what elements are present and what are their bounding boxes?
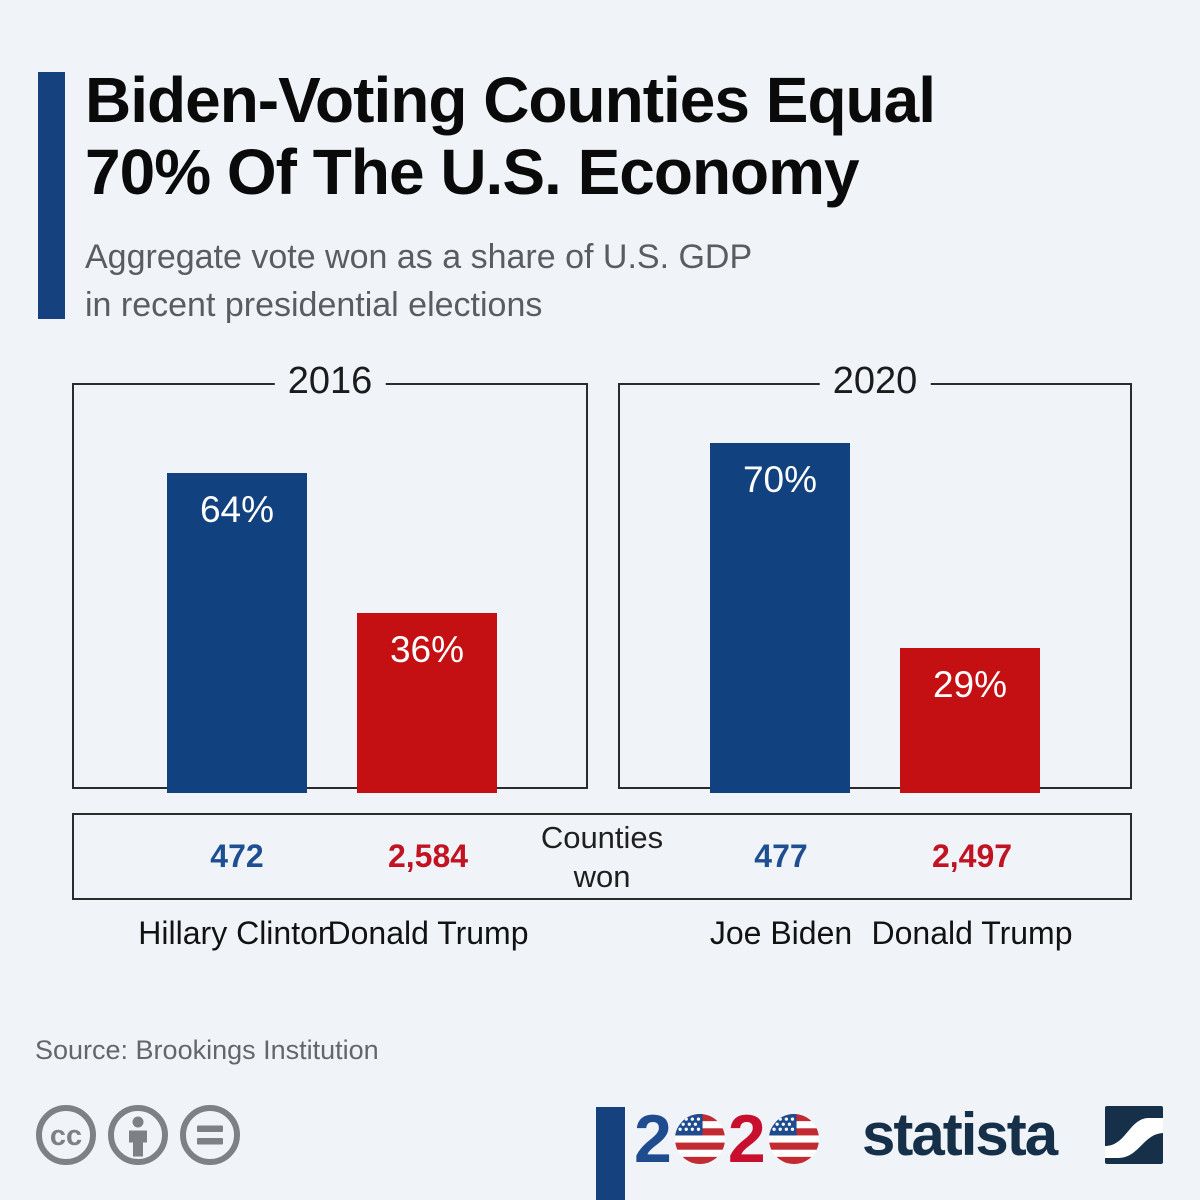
title-line-1: Biden-Voting Counties Equal <box>85 64 936 136</box>
subtitle-line-2: in recent presidential elections <box>85 286 543 324</box>
counties-2020-biden: 477 <box>754 838 808 874</box>
attribution-person-icon <box>108 1105 168 1165</box>
bar-2020-biden-value: 70% <box>742 459 818 500</box>
counties-won-label: Counties won <box>540 820 664 894</box>
counties-won-box <box>72 813 1132 900</box>
panel-2016: 2016 64% 36% <box>72 360 588 793</box>
cc-icon: cc <box>36 1105 96 1165</box>
candidate-joe-biden: Joe Biden <box>709 915 853 951</box>
bar-2016-trump-value: 36% <box>389 629 465 670</box>
counties-2016-trump: 2,584 <box>387 838 469 874</box>
bar-2016-clinton: 64% <box>167 473 307 793</box>
candidate-hillary-clinton: Hillary Clinton <box>138 915 336 951</box>
panel-2020-year-label: 2020 <box>819 360 931 404</box>
subtitle-line-1: Aggregate vote won as a share of U.S. GD… <box>85 238 753 276</box>
footer-accent-bar <box>596 1107 625 1200</box>
svg-text:cc: cc <box>50 1120 82 1152</box>
flag-zero-icon <box>674 1114 725 1164</box>
bar-2016-clinton-value: 64% <box>199 489 275 530</box>
panel-2020: 2020 70% 29% <box>618 360 1132 793</box>
bar-2016-trump: 36% <box>357 613 497 793</box>
candidate-donald-trump-2020: Donald Trump <box>871 915 1073 951</box>
page-title: Biden-Voting Counties Equal 70% Of The U… <box>85 64 1135 208</box>
title-accent-bar <box>38 72 65 319</box>
counties-2016-clinton: 472 <box>210 838 264 874</box>
statista-wordmark: statista <box>862 1101 1058 1168</box>
statista-logo-icon <box>1105 1106 1163 1164</box>
logo-digit-2-blue: 2 <box>634 1101 672 1177</box>
bar-2020-trump-value: 29% <box>932 664 1008 705</box>
panel-2016-year-label: 2016 <box>274 360 386 404</box>
flag-zero-icon <box>768 1114 819 1164</box>
source-note: Source: Brookings Institution <box>35 1035 379 1065</box>
title-line-2: 70% Of The U.S. Economy <box>85 136 860 208</box>
page-subtitle: Aggregate vote won as a share of U.S. GD… <box>85 233 1035 329</box>
logo-digit-2-red: 2 <box>727 1101 766 1177</box>
license-icons: cc <box>35 1104 241 1166</box>
bar-2020-trump: 29% <box>900 648 1040 793</box>
bar-2020-biden: 70% <box>710 443 850 793</box>
election-2020-logo: 2 2 <box>634 1101 819 1177</box>
counties-2020-trump: 2,497 <box>931 838 1013 874</box>
candidate-donald-trump-2016: Donald Trump <box>327 915 529 951</box>
no-derivatives-equals-icon <box>180 1105 240 1165</box>
